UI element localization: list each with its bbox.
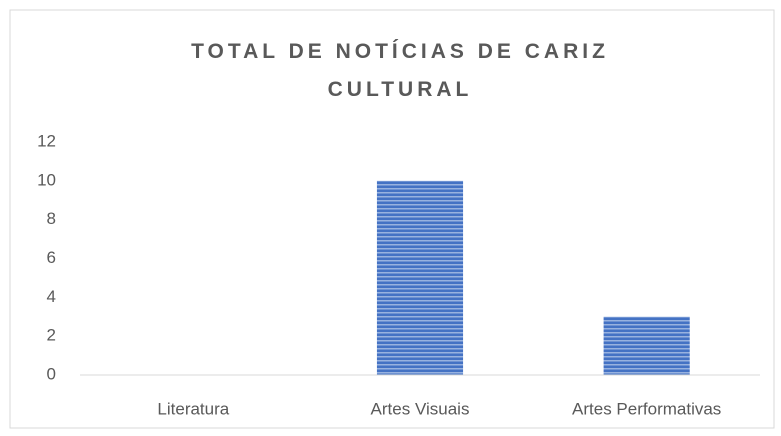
y-tick-label: 10	[37, 170, 56, 189]
bar	[603, 316, 690, 375]
x-tick-label: Literatura	[157, 399, 229, 418]
x-tick-label: Artes Visuais	[371, 399, 470, 418]
y-tick-label: 2	[47, 326, 56, 345]
y-tick-label: 6	[47, 248, 56, 267]
chart-title: TOTAL DE NOTÍCIAS DE CARIZ CULTURAL	[191, 40, 609, 101]
y-tick-label: 8	[47, 209, 56, 228]
x-tick-label: Artes Performativas	[572, 399, 721, 418]
y-tick-label: 12	[37, 131, 56, 150]
y-tick-label: 0	[47, 364, 56, 383]
bar	[376, 180, 464, 375]
y-tick-label: 4	[47, 287, 56, 306]
